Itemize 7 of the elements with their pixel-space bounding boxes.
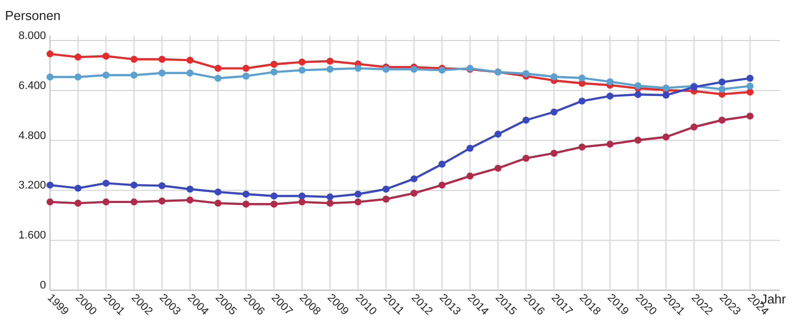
y-tick-label: 1.600	[18, 230, 46, 242]
y-axis-title: Personen	[5, 8, 61, 23]
y-tick-label: 4.800	[18, 130, 46, 142]
y-tick-label: 8.000	[18, 30, 46, 42]
y-tick-label: 6.400	[18, 80, 46, 92]
y-tick-label: 0	[40, 280, 46, 292]
y-tick-label: 3.200	[18, 180, 46, 192]
